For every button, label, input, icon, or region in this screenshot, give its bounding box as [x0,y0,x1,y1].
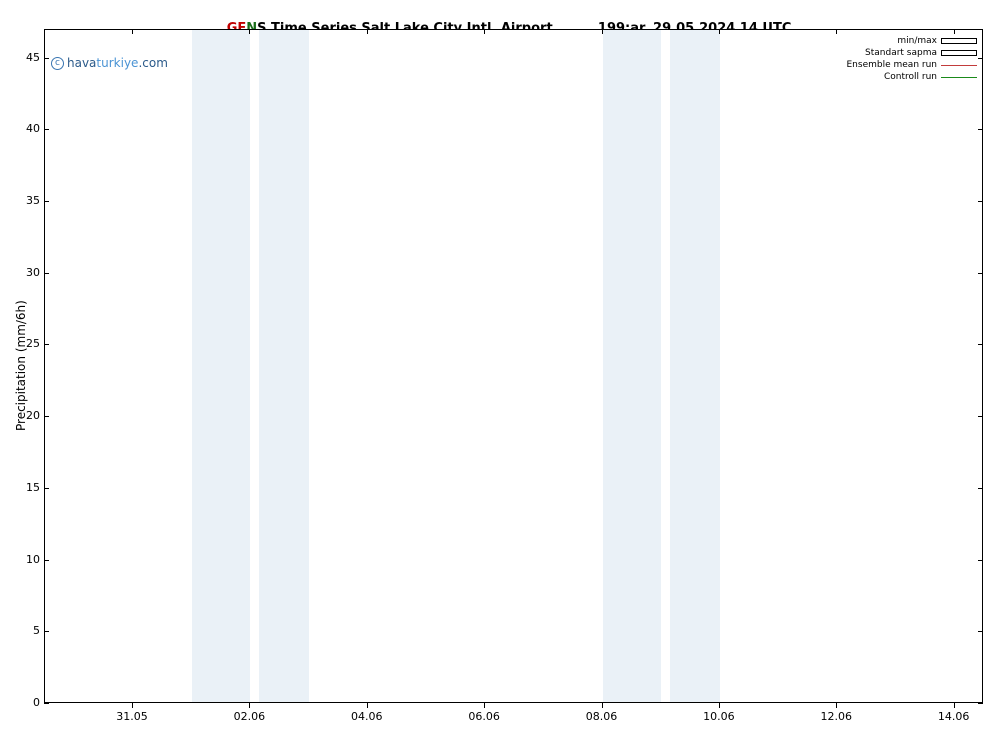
legend-swatch-box [941,38,977,44]
y-tick-label: 20 [10,409,40,422]
legend-label: Ensemble mean run [847,60,938,70]
y-tick-label: 5 [10,624,40,637]
weekend-shade [603,30,662,702]
x-tick-mark [484,703,485,708]
x-tick-mark [484,29,485,34]
y-tick-mark [44,560,49,561]
y-tick-mark [978,273,983,274]
x-tick-mark [836,29,837,34]
y-tick-label: 45 [10,51,40,64]
x-tick-label: 12.06 [821,710,853,723]
legend-item: Standart sapma [847,47,978,59]
x-tick-label: 02.06 [234,710,266,723]
y-tick-mark [978,201,983,202]
legend-item: min/max [847,35,978,47]
legend-label: Standart sapma [865,48,937,58]
x-tick-mark [367,29,368,34]
x-tick-mark [954,29,955,34]
y-tick-mark [978,129,983,130]
y-tick-label: 35 [10,194,40,207]
plot-area: chavaturkiye.com [44,29,983,703]
x-tick-mark [836,703,837,708]
legend-item: Controll run [847,71,978,83]
y-tick-label: 0 [10,696,40,709]
x-tick-mark [602,29,603,34]
x-tick-label: 04.06 [351,710,383,723]
y-tick-mark [44,201,49,202]
y-tick-mark [978,416,983,417]
y-tick-mark [44,631,49,632]
y-tick-label: 10 [10,553,40,566]
x-tick-mark [719,703,720,708]
x-tick-label: 10.06 [703,710,735,723]
x-tick-mark [249,29,250,34]
x-tick-label: 14.06 [938,710,970,723]
weekend-shade [670,30,720,702]
watermark-text-1: hava [67,56,96,70]
copyright-icon: c [51,57,64,70]
y-tick-mark [978,488,983,489]
y-tick-mark [44,344,49,345]
precipitation-chart: GENS Time Series Salt Lake City Intl. Ai… [0,0,1000,733]
x-tick-mark [132,29,133,34]
y-tick-mark [978,58,983,59]
legend-swatch-line [941,65,977,66]
y-tick-mark [978,631,983,632]
y-tick-mark [44,273,49,274]
watermark-text-3: .com [138,56,167,70]
y-tick-mark [44,703,49,704]
legend: min/max Standart sapma Ensemble mean run Co… [847,35,978,83]
y-tick-label: 40 [10,122,40,135]
x-tick-mark [954,703,955,708]
y-tick-label: 30 [10,266,40,279]
watermark: chavaturkiye.com [51,56,168,70]
y-tick-mark [978,344,983,345]
legend-label: min/max [897,36,937,46]
x-tick-label: 31.05 [116,710,148,723]
x-tick-mark [602,703,603,708]
y-tick-label: 15 [10,481,40,494]
weekend-shade [192,30,251,702]
x-tick-mark [367,703,368,708]
legend-swatch-line [941,77,977,78]
watermark-text-2: turkiye [96,56,138,70]
y-tick-mark [44,58,49,59]
x-tick-mark [719,29,720,34]
y-tick-mark [44,416,49,417]
y-tick-mark [44,129,49,130]
y-tick-mark [978,703,983,704]
legend-item: Ensemble mean run [847,59,978,71]
x-tick-label: 06.06 [468,710,500,723]
legend-swatch-box [941,50,977,56]
x-tick-label: 08.06 [586,710,618,723]
weekend-shade [259,30,309,702]
x-tick-mark [249,703,250,708]
y-tick-mark [978,560,983,561]
x-tick-mark [132,703,133,708]
legend-label: Controll run [884,72,937,82]
y-tick-label: 25 [10,337,40,350]
y-tick-mark [44,488,49,489]
